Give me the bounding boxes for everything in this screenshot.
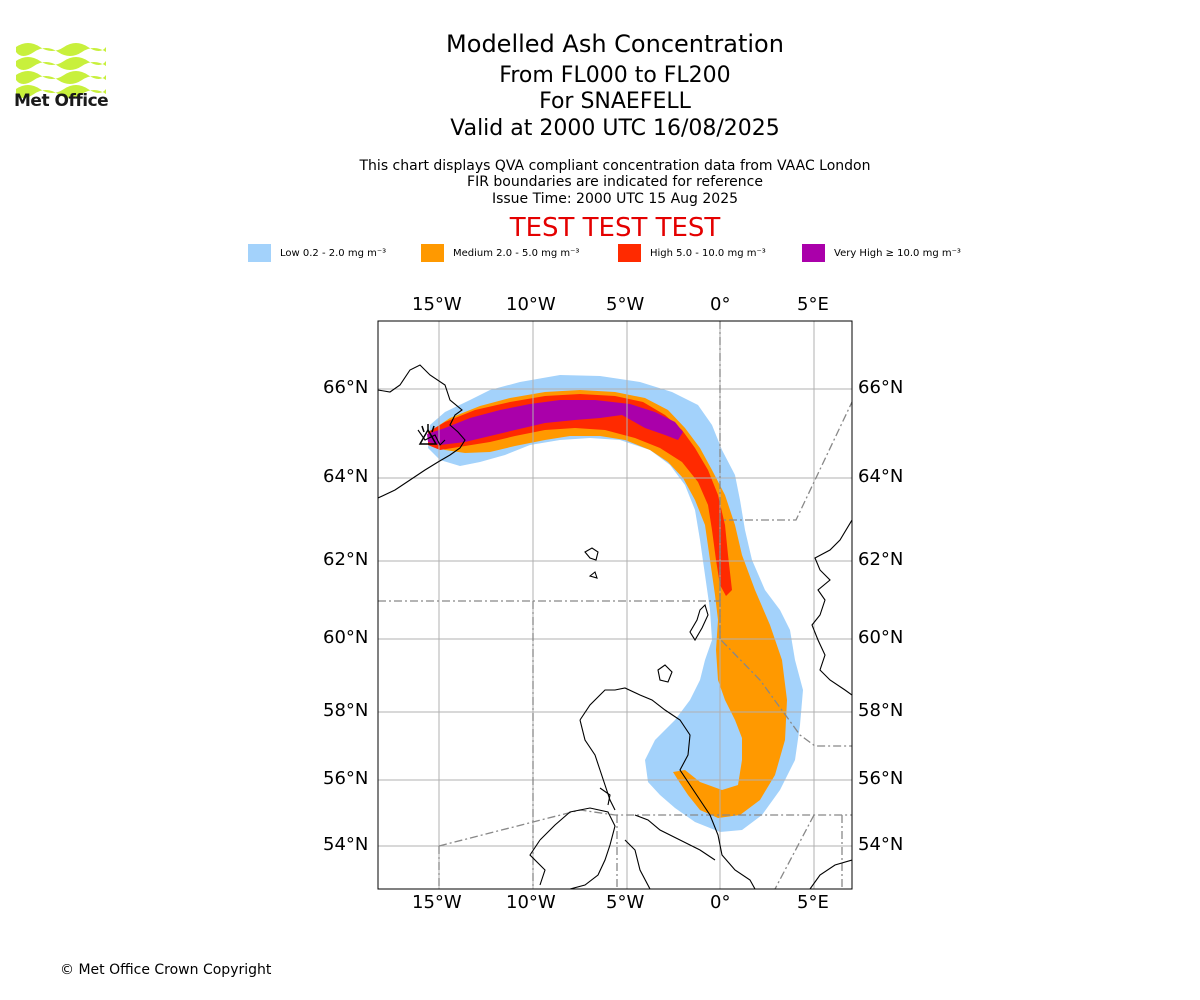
- coastlines: [378, 364, 852, 889]
- legend-swatch-high: [618, 244, 641, 262]
- lat-label-left: 54°N: [323, 834, 369, 855]
- legend-swatch-medium: [421, 244, 444, 262]
- lat-label-left: 60°N: [323, 627, 369, 648]
- fir-boundaries: [378, 321, 852, 889]
- lat-label-right: 66°N: [858, 377, 904, 398]
- logo-text: Met Office: [14, 91, 109, 111]
- legend-item-high: High 5.0 - 10.0 mg m⁻³: [618, 243, 766, 263]
- map-frame: [377, 320, 853, 890]
- lat-label-left: 64°N: [323, 466, 369, 487]
- legend-item-low: Low 0.2 - 2.0 mg m⁻³: [248, 243, 386, 263]
- legend-label-medium: Medium 2.0 - 5.0 mg m⁻³: [453, 247, 580, 259]
- note-compliance: This chart displays QVA compliant concen…: [359, 158, 871, 174]
- lat-label-right: 54°N: [858, 834, 904, 855]
- legend-item-very-high: Very High ≥ 10.0 mg m⁻³: [802, 243, 961, 263]
- map-gridlines: [378, 321, 852, 889]
- legend-label-low: Low 0.2 - 2.0 mg m⁻³: [280, 247, 387, 259]
- legend-swatch-low: [248, 244, 271, 262]
- lat-label-left: 56°N: [323, 768, 369, 789]
- legend-item-medium: Medium 2.0 - 5.0 mg m⁻³: [421, 243, 579, 263]
- note-fir: FIR boundaries are indicated for referen…: [467, 174, 763, 190]
- volcano-marker: [418, 424, 438, 445]
- lon-label-bottom: 10°W: [506, 892, 556, 913]
- lat-label-right: 60°N: [858, 627, 904, 648]
- lon-label-top: 15°W: [412, 294, 462, 315]
- test-banner: TEST TEST TEST: [509, 213, 721, 243]
- lat-label-left: 62°N: [323, 549, 369, 570]
- ash-medium-region: [430, 390, 787, 818]
- legend-label-very-high: Very High ≥ 10.0 mg m⁻³: [834, 247, 961, 259]
- lon-label-bottom: 15°W: [412, 892, 462, 913]
- lat-label-right: 56°N: [858, 768, 904, 789]
- lon-label-bottom: 0°: [710, 892, 731, 913]
- flight-levels: From FL000 to FL200: [499, 63, 731, 88]
- lon-label-top: 5°E: [797, 294, 829, 315]
- lat-label-right: 58°N: [858, 700, 904, 721]
- lat-label-right: 64°N: [858, 466, 904, 487]
- legend-swatch-very-high: [802, 244, 825, 262]
- ash-very-high-region: [427, 400, 683, 445]
- chart-title: Modelled Ash Concentration: [446, 30, 784, 58]
- legend-label-high: High 5.0 - 10.0 mg m⁻³: [650, 247, 766, 259]
- lon-label-bottom: 5°E: [797, 892, 829, 913]
- met-office-logo: [16, 43, 106, 98]
- lat-label-left: 58°N: [323, 700, 369, 721]
- lon-label-top: 5°W: [606, 294, 645, 315]
- lon-label-bottom: 5°W: [606, 892, 645, 913]
- valid-time: Valid at 2000 UTC 16/08/2025: [450, 116, 780, 141]
- lat-label-right: 62°N: [858, 549, 904, 570]
- lon-label-top: 10°W: [506, 294, 556, 315]
- ash-high-region: [428, 394, 732, 596]
- copyright-notice: © Met Office Crown Copyright: [60, 962, 272, 978]
- lat-label-left: 66°N: [323, 377, 369, 398]
- volcano-name: For SNAEFELL: [539, 89, 691, 114]
- lon-label-top: 0°: [710, 294, 731, 315]
- note-issue-time: Issue Time: 2000 UTC 15 Aug 2025: [491, 191, 739, 207]
